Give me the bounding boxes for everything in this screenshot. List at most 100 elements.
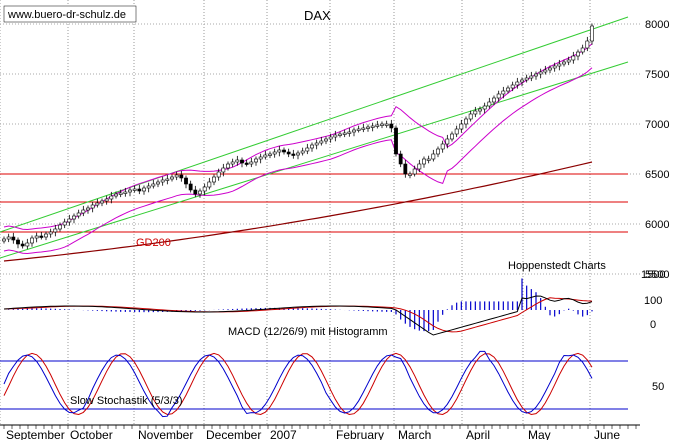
candle-body: [174, 174, 179, 178]
gd200-line: [3, 161, 593, 262]
macd-line: [3, 295, 593, 336]
candle-body: [310, 144, 314, 149]
candle-body: [48, 231, 53, 235]
candle-body: [422, 158, 426, 165]
candle-body: [440, 143, 445, 150]
candle-body: [436, 148, 440, 155]
candle-body: [510, 84, 515, 89]
stochastic-label: Slow Stochastik (5/3/3): [70, 395, 183, 407]
macd-tick-label: 100: [644, 295, 662, 307]
candle-body: [557, 63, 562, 67]
candle-body: [356, 128, 361, 131]
candles: [2, 23, 594, 250]
candle-body: [520, 79, 524, 83]
candle-body: [277, 149, 282, 153]
candle-body: [576, 51, 580, 57]
candle-body: [212, 176, 216, 183]
month-label: February: [336, 428, 384, 440]
month-label: November: [138, 428, 193, 440]
candle-body: [58, 224, 62, 230]
candle-body: [487, 101, 492, 107]
candle-body: [104, 198, 109, 202]
candle-body: [496, 93, 501, 99]
horizontal-levels: [0, 16, 629, 259]
candle-body: [473, 110, 478, 115]
candle-body: [188, 183, 193, 191]
month-label: 2007: [270, 428, 297, 440]
candle-body: [221, 167, 226, 173]
candle-body: [548, 67, 552, 71]
candle-body: [30, 237, 34, 244]
candle-body: [562, 61, 566, 65]
candle-body: [403, 163, 408, 175]
candle-body: [268, 153, 272, 156]
candle-body: [482, 105, 487, 110]
candle-body: [552, 65, 557, 69]
chart-title: DAX: [304, 8, 331, 23]
candle-body: [20, 243, 25, 247]
candle-body: [249, 161, 254, 165]
candle-body: [398, 153, 403, 165]
month-label: March: [398, 428, 431, 440]
candle-body: [286, 151, 291, 155]
candle-body: [408, 173, 412, 176]
candle-body: [16, 239, 20, 245]
stochastic-k-line: [3, 350, 593, 418]
candle-body: [412, 168, 417, 175]
candle-body: [375, 124, 380, 127]
candle-body: [62, 221, 67, 226]
price-tick-label: 7000: [645, 119, 669, 131]
candle-body: [352, 129, 356, 133]
candle-body: [272, 151, 277, 155]
month-label: September: [6, 428, 65, 440]
candle-body: [529, 75, 534, 79]
candle-body: [142, 187, 146, 192]
candle-body: [580, 47, 585, 53]
candle-body: [179, 174, 184, 179]
month-label: April: [466, 428, 490, 440]
candle-body: [118, 192, 123, 195]
candle-body: [534, 73, 538, 77]
candle-body: [366, 126, 370, 129]
candle-body: [151, 183, 156, 187]
candle-body: [100, 200, 104, 204]
candle-body: [193, 189, 198, 195]
candle-body: [132, 188, 137, 191]
candle-body: [585, 40, 590, 49]
candle-body: [95, 202, 100, 206]
price-tick-label: 6000: [645, 219, 669, 231]
bollinger-lower: [3, 67, 593, 255]
price-tick-label: 7500: [645, 69, 669, 81]
candle-body: [137, 188, 142, 192]
candle-body: [524, 77, 529, 81]
macd-label: MACD (12/26/9) mit Histogramm: [228, 326, 388, 338]
stochastic-d-line: [3, 352, 593, 416]
candle-body: [90, 204, 95, 209]
candle-body: [319, 140, 324, 144]
month-label: October: [70, 428, 113, 440]
candle-body: [230, 161, 235, 165]
price-tick-label: 5500: [645, 269, 669, 281]
macd-tick-label: 1500: [641, 269, 665, 281]
candle-body: [333, 134, 338, 138]
candle-body: [258, 156, 263, 160]
price-tick-label: 8000: [645, 19, 669, 31]
watermark-box: [3, 5, 137, 23]
candle-body: [123, 191, 128, 194]
candle-body: [384, 123, 389, 126]
candle-body: [543, 69, 548, 73]
candle-body: [165, 178, 170, 181]
candle-body: [314, 142, 319, 146]
candle-body: [81, 209, 86, 214]
candle-body: [324, 138, 328, 142]
trend-channel-line: [0, 61, 629, 259]
candle-body: [53, 228, 58, 233]
axis-labels: 5500 6000 6500 7000 7500 8000 1500 100 0 50 Septem…: [0, 19, 669, 440]
candle-body: [67, 218, 72, 223]
candle-body: [590, 25, 594, 42]
candle-body: [72, 215, 76, 220]
candle-body: [254, 158, 258, 163]
candle-body: [338, 133, 342, 136]
candle-body: [566, 59, 571, 63]
